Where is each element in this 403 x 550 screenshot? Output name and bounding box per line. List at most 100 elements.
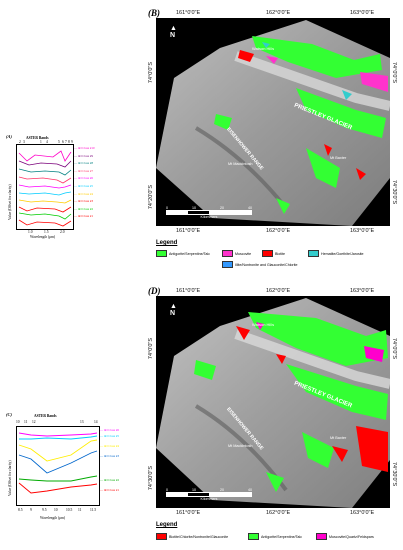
- panel-a-xtick-2: 1.5: [44, 230, 49, 234]
- panel-a-xlabel: Wavelength (μm): [30, 235, 56, 239]
- panel-a-ylabel: Value (Offset for clarity): [8, 184, 12, 220]
- panel-b-top-coord-2: 162°0'0"E: [266, 10, 291, 16]
- panel-c-ylabel: Value (Offset for clarity): [8, 460, 12, 496]
- panel-c-top-tick: 10: [16, 420, 20, 424]
- panel-d-red-patches: [236, 326, 388, 472]
- panel-a-class-label: — nD Class #5: [74, 184, 93, 188]
- panel-b-map-svg: [156, 20, 390, 226]
- panel-c-class-label: — nD Class #1: [100, 488, 119, 492]
- c-curve-6: [18, 432, 98, 437]
- a-curve-3: [18, 206, 72, 213]
- panel-a-top-tick: 7: [65, 140, 67, 144]
- legend-label: Biotite/Chlorite/Nontronite/Glauconite: [169, 534, 229, 539]
- panel-c-class-label: — nD Class #4: [100, 444, 119, 448]
- legend-label: Muscovite: [235, 251, 252, 256]
- panel-b-top-coord-1: 161°0'0"E: [176, 10, 201, 16]
- panel-d-map: ▲ N Watson Hills PRIESTLEY GLACIER EISEN…: [156, 296, 390, 508]
- panel-a-top-tick: 4: [46, 140, 48, 144]
- panel-a-class-label: — nD Class #7: [74, 168, 93, 173]
- panel-d-top-coord-1: 161°0'0"E: [176, 288, 201, 294]
- panel-a-xtick-1: 1.0: [28, 230, 33, 234]
- panel-b-scale-bar: 0 10 20 40 Kilometers: [166, 206, 252, 219]
- scale-tick: 40: [248, 488, 252, 492]
- panel-b-letter: (B): [148, 8, 160, 18]
- scale-tick: 0: [166, 488, 168, 492]
- panel-b-red-patches: [238, 50, 366, 180]
- legend-swatch: [262, 250, 273, 257]
- panel-c-xlabel: Wavelength (μm): [40, 516, 66, 520]
- panel-b-glacier: [234, 51, 390, 111]
- panel-d-scale-bar: 0 10 20 40 Kilometers: [166, 488, 252, 501]
- panel-c-class-label: — nD Class #3: [100, 454, 119, 458]
- c-curve-5: [19, 435, 98, 440]
- panel-a-top-axis-title: ASTER Bands: [26, 136, 49, 140]
- panel-b-legend-item: Biotite: [262, 250, 285, 257]
- panel-c-top-tick: 12: [32, 420, 36, 424]
- panel-b-left-coord-2: 74°20'0"S: [148, 185, 154, 210]
- scale-tick: 0: [166, 206, 168, 210]
- panel-b-legend-item: Muscovite: [222, 250, 251, 257]
- a-curve-10: [18, 150, 72, 162]
- panel-b-left-coord-1: 74°0'0"S: [148, 62, 154, 84]
- a-curve-2: [18, 212, 72, 220]
- panel-c-xtick: 10: [54, 508, 58, 512]
- a-curve-8: [18, 168, 72, 176]
- panel-a-class-label: — nD Class #4: [74, 191, 93, 196]
- panel-d-legend-title: Legend: [156, 522, 178, 528]
- panel-b-north-arrow: ▲ N: [170, 25, 177, 39]
- panel-d-green-patches: [194, 312, 388, 492]
- panel-c-class-label: — nD Class #2: [100, 478, 119, 482]
- panel-b-bottom-coord-3: 163°0'0"E: [350, 228, 375, 234]
- legend-label: Muscovite/Quartz/Feldspars: [329, 534, 374, 539]
- panel-d-place-baxter: Mt Baxter: [330, 436, 347, 440]
- panel-d-bottom-coord-1: 161°0'0"E: [176, 510, 201, 516]
- scale-tick: 20: [220, 488, 224, 492]
- panel-c-letter: (C): [6, 412, 12, 417]
- panel-c-spectra-svg: [18, 432, 98, 494]
- panel-c-xtick: 9.5: [42, 508, 47, 512]
- panel-b-ridge: [194, 126, 288, 210]
- panel-c-xtick: 11.5: [90, 508, 97, 512]
- panel-a-top-tick: 3: [23, 140, 25, 144]
- panel-a-class-label: — nD Class #9: [74, 153, 93, 158]
- panel-b-place-baxter: Mt Baxter: [330, 156, 347, 160]
- panel-c-xtick: 8.5: [18, 508, 23, 512]
- panel-d-north-label: N: [170, 310, 176, 317]
- panel-d-legend-item: Antigorite/Serpentine/Talc: [248, 533, 302, 540]
- panel-c-top-axis-title: ASTER Bands: [34, 414, 57, 418]
- scale-tick: 10: [192, 206, 196, 210]
- panel-b-place-watson: Watson Hills: [252, 46, 275, 51]
- legend-swatch: [316, 533, 327, 540]
- panel-c-top-tick: 13: [80, 420, 84, 424]
- panel-a-spectra-plot: [16, 144, 74, 230]
- panel-b-magenta-patches: [266, 56, 388, 92]
- panel-d-legend-item: Muscovite/Quartz/Feldspars: [316, 533, 374, 540]
- panel-a-xtick-3: 2.0: [60, 230, 65, 234]
- legend-label: Antigorite/Serpentine/Talc: [261, 534, 302, 539]
- panel-b-legend-item: Antigorite/Serpentine/Talc: [156, 250, 210, 257]
- legend-swatch: [156, 250, 167, 257]
- panel-d-magenta-patches: [256, 322, 384, 362]
- panel-d-left-coord-1: 74°0'0"S: [148, 338, 154, 360]
- panel-d-right-coord-2: 74°30'0"S: [391, 462, 397, 487]
- a-curve-9: [18, 160, 72, 168]
- panel-a-top-tick: 8: [68, 140, 70, 144]
- panel-d-right-coord-1: 74°0'0"S: [391, 338, 397, 360]
- panel-d-top-coord-2: 162°0'0"E: [266, 288, 291, 294]
- north-arrow-icon: ▲: [170, 25, 177, 32]
- panel-b-bottom-coord-1: 161°0'0"E: [176, 228, 201, 234]
- scale-tick: 10: [192, 488, 196, 492]
- panel-c-xtick: 10.5: [66, 508, 73, 512]
- a-curve-7: [18, 176, 72, 184]
- legend-label: Biotite: [275, 251, 285, 256]
- legend-swatch: [308, 250, 319, 257]
- c-curve-1: [18, 482, 98, 494]
- c-curve-2: [18, 475, 98, 482]
- panel-b-legend-item: Hematite/Goethite/Jarosite: [308, 250, 364, 257]
- panel-d-left-coord-2: 74°30'0"S: [148, 466, 154, 491]
- panel-a-class-label: — nD Class #2: [74, 206, 93, 211]
- panel-b-place-mackintosh: Mt Mackintosh: [228, 162, 253, 166]
- panel-b-scale-unit: Kilometers: [200, 215, 218, 219]
- scale-tick: 20: [220, 206, 224, 210]
- panel-b-legend-item: Illite/Nontronite and Glauconite/Chlorit…: [222, 261, 298, 268]
